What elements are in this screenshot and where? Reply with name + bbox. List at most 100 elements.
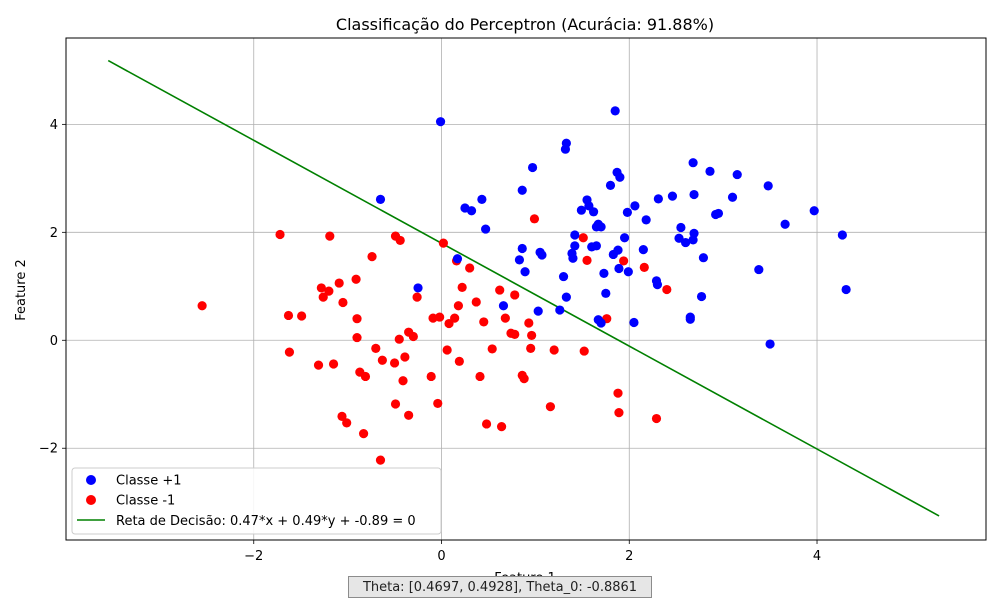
point-classe-neg bbox=[400, 352, 410, 362]
point-classe-neg bbox=[450, 313, 460, 323]
point-classe-pos bbox=[689, 228, 699, 239]
point-classe-pos bbox=[638, 244, 648, 255]
point-classe-neg bbox=[389, 358, 400, 368]
point-classe-pos bbox=[629, 317, 639, 328]
x-tick-label: −2 bbox=[244, 549, 263, 564]
point-classe-neg bbox=[613, 388, 623, 398]
point-classe-pos bbox=[837, 230, 847, 240]
point-classe-pos bbox=[727, 192, 738, 202]
decision-boundary-line bbox=[107, 59, 940, 517]
point-classe-pos bbox=[641, 215, 651, 225]
point-classe-neg bbox=[318, 292, 328, 302]
point-classe-neg bbox=[404, 410, 414, 420]
point-classe-pos bbox=[652, 280, 663, 290]
point-classe-pos bbox=[676, 222, 686, 233]
point-classe-pos bbox=[568, 253, 578, 263]
point-classe-neg bbox=[297, 311, 307, 321]
point-classe-neg bbox=[639, 262, 649, 273]
point-classe-neg bbox=[275, 229, 285, 240]
point-classe-neg bbox=[527, 330, 537, 341]
point-classe-pos bbox=[413, 283, 423, 293]
legend-marker-classe-pos bbox=[86, 475, 96, 485]
point-classe-neg bbox=[435, 312, 445, 322]
point-classe-neg bbox=[398, 376, 408, 386]
point-classe-neg bbox=[342, 418, 352, 428]
point-classe-neg bbox=[360, 371, 371, 382]
point-classe-pos bbox=[596, 222, 606, 232]
plot-frame bbox=[65, 37, 987, 541]
point-classe-neg bbox=[325, 231, 335, 241]
point-classe-neg bbox=[479, 317, 489, 327]
legend-label-decision-line: Reta de Decisão: 0.47*x + 0.49*y + -0.89… bbox=[116, 514, 416, 529]
point-classe-pos bbox=[514, 255, 525, 265]
series-classe-neg bbox=[197, 214, 672, 465]
point-classe-pos bbox=[689, 189, 699, 200]
point-classe-pos bbox=[613, 245, 623, 255]
point-classe-pos bbox=[841, 284, 851, 295]
axis-ticks: −2 0 2 4 −2 0 2 4 bbox=[39, 118, 821, 564]
point-classe-neg bbox=[614, 408, 624, 418]
point-classe-pos bbox=[780, 219, 790, 229]
point-classe-pos bbox=[765, 339, 775, 349]
point-classe-neg bbox=[651, 413, 662, 424]
point-classe-pos bbox=[555, 305, 565, 315]
point-classe-pos bbox=[705, 166, 715, 176]
point-classe-neg bbox=[471, 297, 481, 307]
point-classe-neg bbox=[334, 278, 344, 288]
point-classe-pos bbox=[481, 224, 491, 234]
point-classe-neg bbox=[412, 292, 422, 302]
point-classe-neg bbox=[526, 343, 536, 353]
point-classe-pos bbox=[570, 230, 580, 240]
point-classe-pos bbox=[498, 301, 509, 311]
point-classe-neg bbox=[352, 314, 362, 324]
point-classe-pos bbox=[599, 268, 609, 278]
point-classe-neg bbox=[338, 297, 348, 308]
point-classe-neg bbox=[358, 429, 369, 439]
point-classe-neg bbox=[283, 310, 294, 321]
point-classe-neg bbox=[582, 255, 592, 265]
point-classe-pos bbox=[754, 264, 764, 275]
point-classe-pos bbox=[685, 314, 695, 324]
point-classe-pos bbox=[520, 267, 530, 277]
point-classe-neg bbox=[510, 329, 520, 339]
point-classe-pos bbox=[610, 106, 620, 116]
point-classe-pos bbox=[527, 162, 538, 173]
point-classe-pos bbox=[517, 185, 527, 195]
point-classe-neg bbox=[662, 284, 672, 295]
point-classe-neg bbox=[545, 402, 556, 412]
legend-label-classe-pos: Classe +1 bbox=[116, 474, 182, 489]
point-classe-pos bbox=[614, 263, 624, 274]
point-classe-neg bbox=[578, 233, 588, 243]
point-classe-neg bbox=[390, 399, 401, 409]
point-classe-pos bbox=[622, 207, 632, 217]
point-classe-neg bbox=[395, 235, 405, 246]
point-classe-neg bbox=[529, 214, 540, 224]
point-classe-pos bbox=[688, 158, 698, 168]
point-classe-neg bbox=[367, 252, 377, 262]
point-classe-neg bbox=[408, 331, 418, 342]
point-classe-pos bbox=[561, 292, 571, 302]
y-tick-label: 2 bbox=[50, 226, 58, 241]
point-classe-neg bbox=[377, 355, 387, 365]
point-classe-neg bbox=[519, 374, 529, 384]
point-classe-neg bbox=[475, 371, 485, 382]
point-classe-neg bbox=[351, 274, 361, 284]
x-tick-label: 0 bbox=[437, 549, 445, 564]
point-classe-neg bbox=[328, 359, 339, 369]
point-classe-pos bbox=[653, 194, 663, 204]
points-layer bbox=[197, 106, 851, 465]
point-classe-neg bbox=[313, 360, 324, 370]
point-classe-pos bbox=[619, 233, 630, 243]
point-classe-neg bbox=[510, 290, 520, 300]
point-classe-pos bbox=[588, 207, 599, 217]
point-classe-pos bbox=[713, 208, 724, 219]
point-classe-neg bbox=[496, 422, 507, 432]
legend-marker-classe-neg bbox=[86, 495, 96, 505]
point-classe-pos bbox=[558, 271, 569, 282]
point-classe-neg bbox=[371, 343, 381, 353]
point-classe-pos bbox=[696, 291, 707, 302]
y-tick-label: −2 bbox=[39, 442, 58, 457]
theta-caption: Theta: [0.4697, 0.4928], Theta_0: -0.886… bbox=[348, 576, 652, 598]
point-classe-neg bbox=[454, 356, 464, 366]
